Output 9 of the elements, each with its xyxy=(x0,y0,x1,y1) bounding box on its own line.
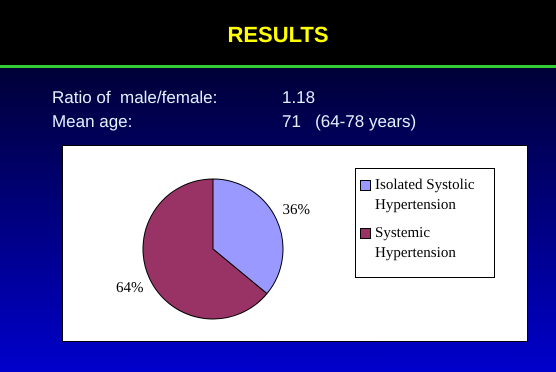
legend-label: Isolated Systolic Hypertension xyxy=(375,176,476,215)
text: 1.18 xyxy=(282,88,316,108)
chart-title: RESULTS xyxy=(226,22,330,48)
data-label: 36% xyxy=(282,202,310,218)
data-label: 64% xyxy=(116,280,144,296)
text: Mean age: xyxy=(52,112,132,132)
legend-label: Systemic Hypertension xyxy=(375,224,457,263)
text: Ratio of male/female: xyxy=(52,88,218,108)
text: 71 (64-78 years) xyxy=(282,112,416,132)
